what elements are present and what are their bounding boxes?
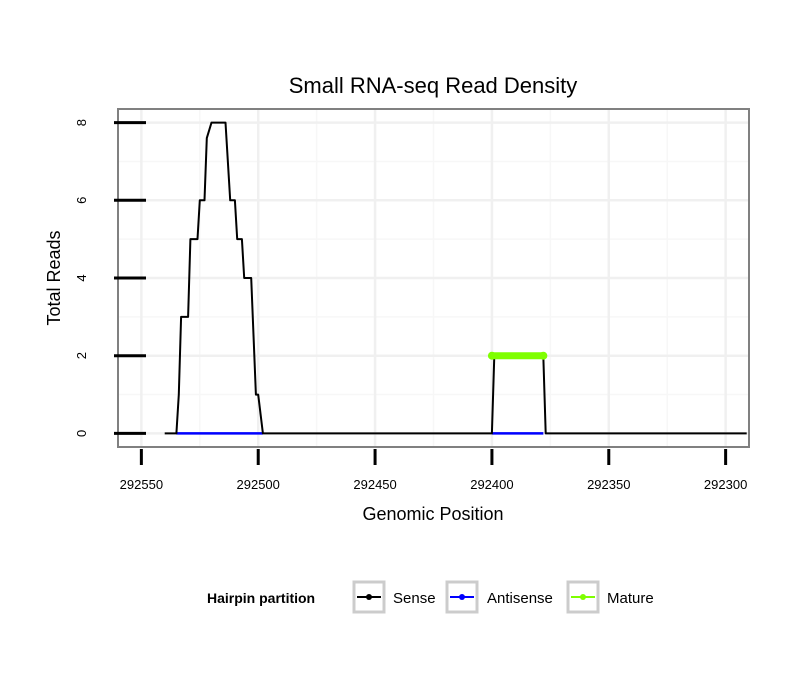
y-tick-label: 6 bbox=[74, 197, 89, 204]
legend-label-sense: Sense bbox=[393, 590, 436, 607]
x-axis: 292550 292500 292450 292400 292350 292300 bbox=[120, 449, 747, 492]
x-tick-label: 292450 bbox=[353, 477, 396, 492]
grid bbox=[118, 109, 749, 447]
legend-label-antisense: Antisense bbox=[487, 590, 553, 607]
x-tick-label: 292550 bbox=[120, 477, 163, 492]
mature-point bbox=[539, 351, 548, 360]
legend-item-antisense: Antisense bbox=[445, 580, 553, 614]
legend-title: Hairpin partition bbox=[207, 590, 315, 606]
legend-key-point-sense bbox=[366, 594, 372, 600]
mature-point bbox=[487, 351, 496, 360]
legend-item-mature: Mature bbox=[566, 580, 654, 614]
x-axis-title: Genomic Position bbox=[362, 504, 503, 524]
legend-item-sense: Sense bbox=[352, 580, 436, 614]
series-layer bbox=[164, 121, 747, 435]
y-tick-label: 0 bbox=[74, 430, 89, 437]
y-axis-title: Total Reads bbox=[44, 230, 64, 325]
y-axis: 0 2 4 6 8 bbox=[74, 119, 146, 437]
legend-label-mature: Mature bbox=[607, 590, 654, 607]
sense-line bbox=[164, 121, 747, 435]
x-tick-label: 292500 bbox=[237, 477, 280, 492]
y-tick-label: 4 bbox=[74, 274, 89, 281]
y-tick-label: 2 bbox=[74, 352, 89, 359]
x-tick-label: 292350 bbox=[587, 477, 630, 492]
x-tick-label: 292300 bbox=[704, 477, 747, 492]
chart-title: Small RNA-seq Read Density bbox=[289, 73, 578, 98]
legend: Hairpin partition Sense Antisense Mature bbox=[207, 580, 654, 614]
legend-key-point-mature bbox=[580, 594, 586, 600]
legend-key-point-antisense bbox=[459, 594, 465, 600]
x-tick-label: 292400 bbox=[470, 477, 513, 492]
y-tick-label: 8 bbox=[74, 119, 89, 126]
